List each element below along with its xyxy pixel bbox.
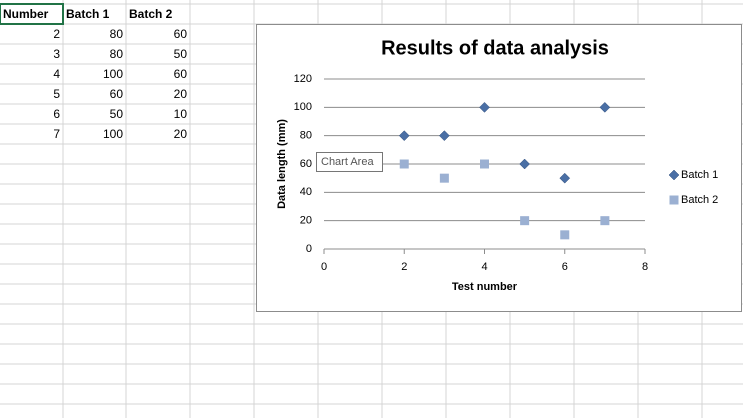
data-point (520, 216, 530, 226)
cell[interactable]: 50 (110, 107, 124, 121)
legend-marker (669, 195, 679, 205)
cell[interactable]: 20 (174, 127, 188, 141)
data-point (439, 130, 450, 142)
x-tick-label: 0 (321, 261, 327, 273)
data-point (600, 216, 610, 226)
cell[interactable]: 6 (53, 107, 60, 121)
header-cell[interactable]: Batch 1 (66, 7, 110, 21)
cell[interactable]: 7 (53, 127, 60, 141)
cell[interactable]: 2 (53, 27, 60, 41)
cell[interactable]: 60 (174, 27, 188, 41)
legend-label: Batch 2 (681, 194, 718, 206)
data-point (398, 130, 410, 142)
y-tick-label: 120 (294, 73, 312, 85)
y-tick-label: 60 (300, 158, 312, 170)
data-point (560, 230, 570, 240)
cell[interactable]: 100 (103, 67, 123, 81)
cell[interactable]: 4 (53, 67, 60, 81)
y-tick-label: 40 (300, 186, 312, 198)
x-tick-label: 4 (481, 261, 487, 273)
data-point (519, 158, 530, 170)
x-axis-label: Test number (452, 281, 518, 293)
y-tick-label: 20 (300, 215, 312, 227)
tooltip-text: Chart Area (321, 156, 374, 168)
chart-title: Results of data analysis (381, 37, 609, 59)
legend-marker (668, 169, 680, 181)
legend-label: Batch 1 (681, 169, 718, 181)
cell[interactable]: 80 (110, 27, 124, 41)
y-tick-label: 80 (300, 130, 312, 142)
cell[interactable]: 60 (110, 87, 124, 101)
y-tick-label: 0 (306, 243, 312, 255)
data-point (599, 101, 611, 113)
tooltip-box (316, 152, 383, 172)
x-tick-label: 6 (562, 261, 568, 273)
header-cell[interactable]: Batch 2 (129, 7, 173, 21)
data-point (439, 173, 449, 183)
cell[interactable]: 20 (174, 87, 188, 101)
x-tick-label: 2 (401, 261, 407, 273)
data-point (399, 159, 409, 169)
cell[interactable]: 80 (110, 47, 124, 61)
cell[interactable]: 5 (53, 87, 60, 101)
cell[interactable]: 100 (103, 127, 123, 141)
cell[interactable]: 60 (174, 67, 188, 81)
cell[interactable]: 3 (53, 47, 60, 61)
header-cell[interactable]: Number (3, 7, 49, 21)
cell[interactable]: 50 (174, 47, 188, 61)
data-point (559, 172, 571, 184)
data-point (479, 101, 490, 113)
x-tick-label: 8 (642, 261, 648, 273)
y-axis-label: Data length (mm) (276, 119, 288, 209)
y-tick-label: 100 (294, 101, 312, 113)
cell[interactable]: 10 (174, 107, 188, 121)
data-point (480, 159, 489, 169)
selected-cell[interactable] (0, 3, 64, 25)
